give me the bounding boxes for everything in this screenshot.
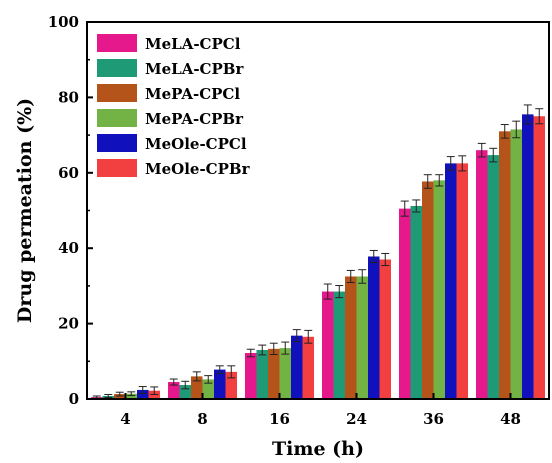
legend-swatch <box>97 59 137 77</box>
bar <box>445 163 457 399</box>
bar <box>499 131 511 399</box>
legend-swatch <box>97 159 137 177</box>
y-ticks: 0 20 40 60 80 100 <box>48 13 93 408</box>
legend-swatch <box>97 34 137 52</box>
bar <box>114 394 126 399</box>
bar <box>456 163 468 399</box>
y-tick-label: 0 <box>69 390 79 408</box>
bar <box>476 150 488 399</box>
bar <box>487 155 499 399</box>
bar <box>137 389 149 399</box>
legend-swatch <box>97 84 137 102</box>
bars-layer <box>91 114 545 400</box>
y-tick-label: 20 <box>58 315 79 333</box>
bar <box>191 376 203 399</box>
bar <box>399 208 411 399</box>
bar <box>510 129 522 399</box>
x-tick-label: 24 <box>346 410 367 428</box>
error-bars-layer <box>92 104 544 399</box>
legend-label: MeLA-CPBr <box>145 60 244 78</box>
bar <box>268 348 280 399</box>
bar <box>225 371 237 399</box>
bar <box>356 276 368 399</box>
x-ticks: 4 8 16 24 36 48 <box>120 393 521 428</box>
legend-swatch <box>97 109 137 127</box>
y-tick-label: 60 <box>58 164 79 182</box>
bar <box>533 116 545 399</box>
bar <box>410 205 422 399</box>
legend-label: MeOle-CPCl <box>145 135 247 153</box>
bar <box>179 385 191 399</box>
x-axis-label: Time (h) <box>272 438 364 460</box>
bar <box>345 276 357 399</box>
x-tick-label: 48 <box>500 410 521 428</box>
bar <box>368 256 380 399</box>
bar <box>422 181 434 399</box>
legend-swatch <box>97 134 137 152</box>
x-tick-label: 36 <box>423 410 444 428</box>
y-tick-label: 80 <box>58 88 79 106</box>
bar <box>279 348 291 399</box>
bar <box>168 382 180 399</box>
y-tick-label: 40 <box>58 239 79 257</box>
bar <box>322 291 334 399</box>
bar <box>433 180 445 399</box>
bar <box>522 114 534 400</box>
bar <box>256 349 268 399</box>
y-axis-label: Drug permeation (%) <box>14 98 36 323</box>
bar <box>302 336 314 399</box>
legend-label: MeLA-CPCl <box>145 35 241 53</box>
bar <box>245 353 257 399</box>
x-tick-label: 4 <box>120 410 130 428</box>
legend: MeLA-CPCl MeLA-CPBr MePA-CPCl MePA-CPBr MeOl… <box>97 34 251 178</box>
bar <box>379 259 391 399</box>
legend-label: MeOle-CPBr <box>145 160 251 178</box>
x-tick-label: 8 <box>197 410 207 428</box>
y-tick-label: 100 <box>48 13 79 31</box>
x-tick-label: 16 <box>269 410 290 428</box>
bar <box>125 393 137 399</box>
bar <box>333 291 345 399</box>
legend-label: MePA-CPBr <box>145 110 244 128</box>
bar <box>202 379 214 399</box>
bar <box>291 335 303 399</box>
bar <box>214 369 226 399</box>
legend-label: MePA-CPCl <box>145 85 240 103</box>
